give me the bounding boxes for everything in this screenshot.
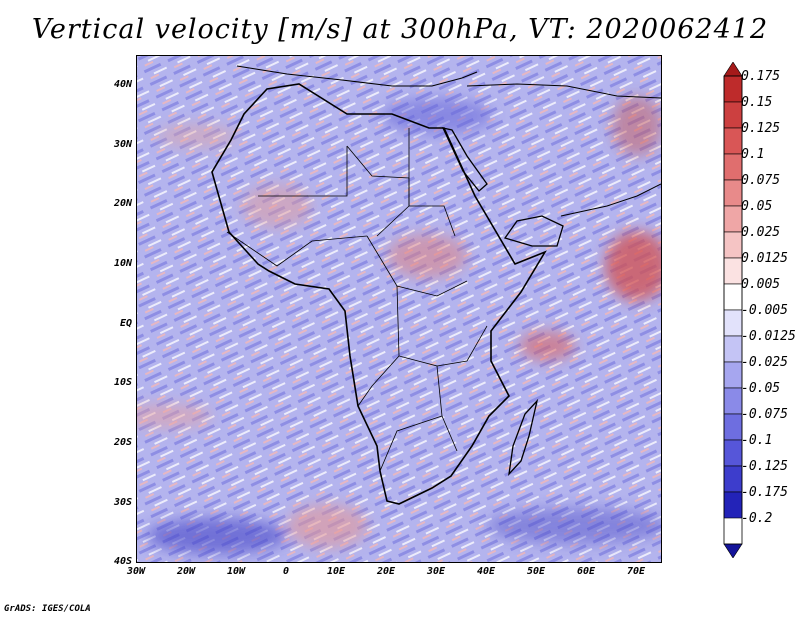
colorbar-swatch — [723, 127, 743, 155]
colorbar-swatch — [723, 153, 743, 181]
lat-label-eq: EQ — [119, 318, 132, 329]
colorbar-label: -0.175 — [741, 485, 788, 500]
colorbar-swatch — [723, 309, 743, 337]
colorbar — [723, 62, 743, 558]
colorbar-swatch — [723, 283, 743, 311]
colorbar-swatch — [723, 361, 743, 389]
lat-label-20n: 20N — [113, 198, 132, 209]
colorbar-swatch — [723, 62, 743, 77]
colorbar-label: 0.075 — [741, 173, 781, 188]
lon-label-0: 0 — [282, 566, 290, 577]
lon-label-30e: 30E — [426, 566, 446, 577]
field-anomalies — [137, 96, 661, 554]
colorbar-swatch — [723, 543, 743, 558]
footer-credit: GrADS: IGES/COLA — [4, 604, 91, 614]
colorbar-label: -0.1 — [741, 433, 773, 448]
colorbar-label: -0.2 — [741, 511, 773, 526]
colorbar-label: 0.005 — [741, 277, 781, 292]
colorbar-swatch — [723, 205, 743, 233]
colorbar-label: -0.075 — [741, 407, 788, 422]
colorbar-swatch — [723, 413, 743, 441]
colorbar-swatch — [723, 439, 743, 467]
colorbar-label: -0.05 — [741, 381, 781, 396]
lat-label-40s: 40S — [113, 556, 132, 567]
country-borders — [226, 128, 488, 472]
colorbar-label: 0.15 — [741, 95, 773, 110]
lon-label-20w: 20W — [176, 566, 196, 577]
colorbar-label: 0.025 — [741, 225, 781, 240]
colorbar-label: 0.1 — [741, 147, 765, 162]
lon-label-40e: 40E — [476, 566, 496, 577]
lon-label-70e: 70E — [626, 566, 646, 577]
colorbar-label: -0.125 — [741, 459, 788, 474]
colorbar-swatch — [723, 179, 743, 207]
lon-label-10e: 10E — [326, 566, 346, 577]
map-title: Vertical velocity [m/s] at 300hPa, VT: 2… — [31, 14, 769, 45]
colorbar-swatch — [723, 257, 743, 285]
map-canvas — [137, 56, 661, 562]
lat-label-40n: 40N — [113, 79, 132, 90]
colorbar-label: 0.125 — [741, 121, 781, 136]
colorbar-label: 0.175 — [741, 69, 781, 84]
coastlines — [211, 65, 661, 505]
colorbar-label: -0.025 — [741, 355, 788, 370]
colorbar-swatch — [723, 491, 743, 519]
velocity-map — [136, 55, 662, 563]
colorbar-swatch — [723, 465, 743, 493]
colorbar-swatch — [723, 335, 743, 363]
lat-label-20s: 20S — [113, 437, 132, 448]
lon-label-30w: 30W — [126, 566, 146, 577]
colorbar-swatch — [723, 75, 743, 103]
colorbar-label: 0.05 — [741, 199, 773, 214]
lon-label-10w: 10W — [226, 566, 246, 577]
colorbar-swatch — [723, 387, 743, 415]
colorbar-label: 0.0125 — [741, 251, 788, 266]
lat-label-30s: 30S — [113, 497, 132, 508]
lat-label-10n: 10N — [113, 258, 132, 269]
lon-label-20e: 20E — [376, 566, 396, 577]
lon-label-60e: 60E — [576, 566, 596, 577]
colorbar-label: -0.005 — [741, 303, 788, 318]
lon-label-50e: 50E — [526, 566, 546, 577]
lat-label-10s: 10S — [113, 377, 132, 388]
lat-label-30n: 30N — [113, 139, 132, 150]
colorbar-label: -0.0125 — [741, 329, 796, 344]
colorbar-swatch — [723, 101, 743, 129]
colorbar-swatch — [723, 231, 743, 259]
